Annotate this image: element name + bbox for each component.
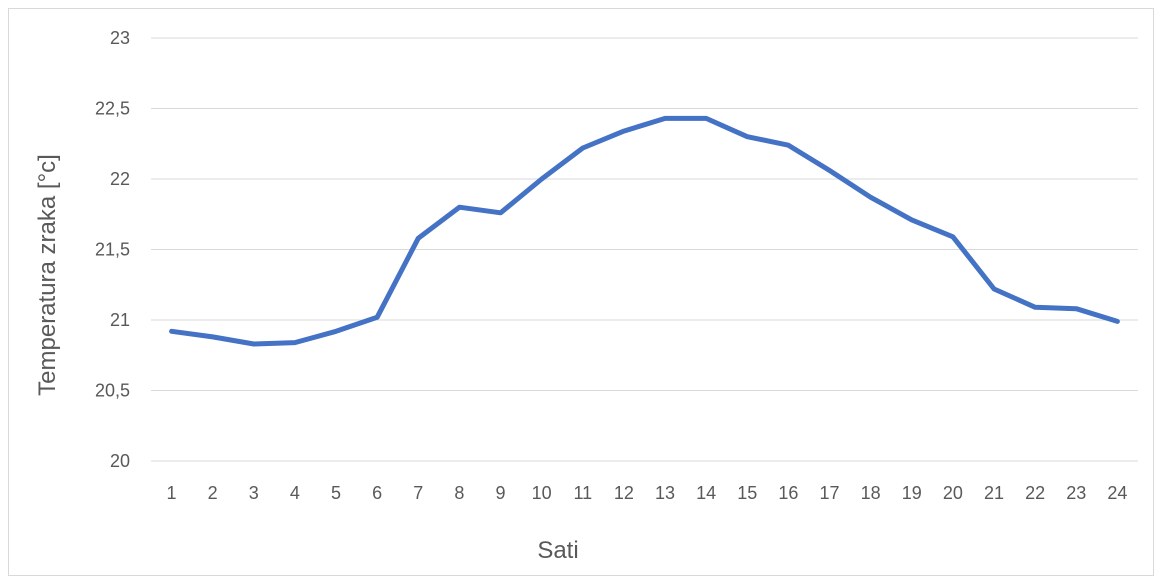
x-axis-title: Sati (537, 537, 578, 564)
y-tick-label: 23 (110, 28, 130, 48)
x-tick-label: 24 (1107, 483, 1127, 503)
series-line (169, 115, 1120, 347)
x-tick-label: 14 (696, 483, 716, 503)
x-tick-label: 6 (372, 483, 382, 503)
x-tick-label: 15 (737, 483, 757, 503)
x-tick-label: 22 (1025, 483, 1045, 503)
x-tick-label: 13 (655, 483, 675, 503)
x-tick-label: 1 (167, 483, 177, 503)
gridlines (151, 37, 1138, 462)
x-tick-label: 16 (778, 483, 798, 503)
x-tick-label: 20 (943, 483, 963, 503)
x-tick-label: 8 (454, 483, 464, 503)
x-tick-label: 18 (861, 483, 881, 503)
x-tick-label: 4 (290, 483, 300, 503)
x-tick-label: 17 (820, 483, 840, 503)
y-tick-label: 20,5 (95, 381, 130, 401)
x-tick-label: 21 (984, 483, 1004, 503)
x-tick-label: 5 (331, 483, 341, 503)
x-tick-label: 7 (413, 483, 423, 503)
y-tick-label: 21,5 (95, 240, 130, 260)
x-tick-label: 11 (573, 483, 592, 503)
y-tick-label: 22,5 (95, 99, 130, 119)
series-layer (169, 115, 1120, 347)
x-tick-labels: 1 2 3 4 5 6 7 8 9 10 11 12 13 14 15 16 17 18 19 20 21 22 23 24 (167, 483, 1128, 503)
y-axis-title: Temperatura zraka [°c] (34, 154, 61, 396)
x-tick-label: 23 (1066, 483, 1086, 503)
x-tick-label: 3 (249, 483, 259, 503)
chart-frame (8, 8, 1154, 576)
x-tick-label: 12 (614, 483, 634, 503)
y-tick-label: 20 (110, 451, 130, 471)
x-tick-label: 2 (208, 483, 218, 503)
x-tick-label: 19 (902, 483, 922, 503)
y-tick-label: 22 (110, 169, 130, 189)
x-tick-label: 10 (532, 483, 552, 503)
x-tick-label: 9 (496, 483, 506, 503)
y-tick-labels: 20 20,5 21 21,5 22 22,5 23 (95, 28, 130, 471)
y-tick-label: 21 (110, 310, 130, 330)
